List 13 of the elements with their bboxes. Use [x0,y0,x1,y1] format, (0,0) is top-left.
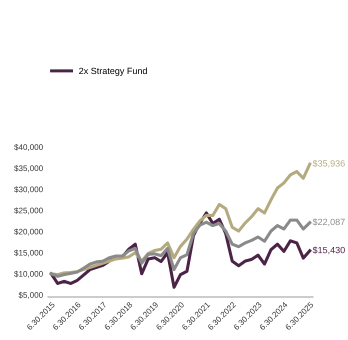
y-tick-label: $15,000 [14,250,43,257]
legend-label: 2x Strategy Fund [79,67,147,76]
line-series [50,218,312,278]
y-tick-label: $5,000 [18,292,43,299]
y-tick-label: $35,000 [14,165,43,172]
y-tick-label: $20,000 [14,228,43,236]
y-tick-label: $30,000 [14,186,43,194]
y-tick-label: $10,000 [14,270,43,278]
y-tick-label: $25,000 [14,207,43,214]
data-label: $22,087 [312,218,345,226]
y-tick-label: $40,000 [14,144,43,151]
data-label: $35,936 [312,160,345,168]
data-label: $15,430 [312,246,345,254]
